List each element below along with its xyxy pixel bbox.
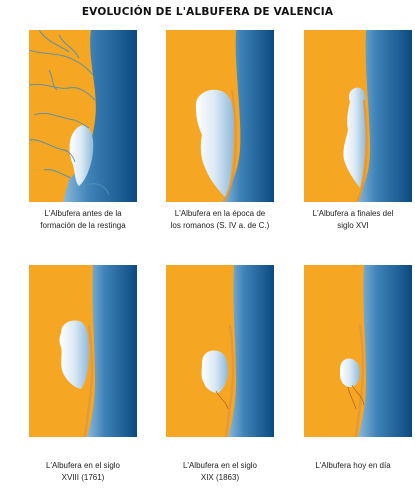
caption-4: L'Albufera en el siglo XVIII (1761) [21,460,145,484]
caption-3-line-1: L'Albufera a finales del [312,209,394,218]
map-before-restinga [29,30,137,202]
caption-1-line-2: formación de la restinga [40,221,126,230]
caption-5-line-1: L'Albufera en el siglo [182,461,258,470]
caption-2: L'Albufera en la época de los romanos (S… [158,208,282,232]
map-panel-5 [166,265,274,437]
sea-area [222,30,274,202]
map-panel-2 [166,30,274,202]
map-late-16th-century [304,30,412,202]
caption-4-line-1: L'Albufera en el siglo [45,461,121,470]
map-panel-3 [304,30,412,202]
caption-3-line-2: siglo XVI [337,221,369,230]
lagoon [343,87,366,188]
caption-5: L'Albufera en el siglo XIX (1863) [158,460,282,484]
caption-5-line-2: XIX (1863) [200,473,240,482]
map-present-day [304,265,412,437]
caption-2-line-1: L'Albufera en la época de [174,209,266,218]
canals [347,384,365,410]
river-network [29,30,96,179]
map-roman-era [166,30,274,202]
map-19th-century [166,265,274,437]
caption-4-line-2: XVIII (1761) [61,473,105,482]
sea-area [63,30,137,202]
sea-area [228,265,274,437]
sand-bar [83,324,94,437]
sea-area [356,30,412,202]
lagoon [201,350,228,393]
sea-area [358,265,412,437]
canal [215,390,229,410]
caption-2-line-2: los romanos (S. IV a. de C.) [170,221,270,230]
coastal-channel [78,183,110,196]
caption-6-line-1: L'Albufera hoy en día [315,461,391,470]
sand-bar [354,324,365,437]
caption-6: L'Albufera hoy en día [291,460,415,472]
sand-bar [223,89,237,202]
lagoon [195,89,234,198]
map-panel-4 [29,265,137,437]
map-panel-1 [29,30,137,202]
map-panel-6 [304,265,412,437]
map-18th-century [29,265,137,437]
caption-3: L'Albufera a finales del siglo XVI [291,208,415,232]
sea-area [87,265,137,437]
lagoon [59,320,89,389]
lagoon [340,358,360,387]
lagoon [69,125,94,186]
sand-bar [224,324,235,437]
caption-1: L'Albufera antes de la formación de la r… [21,208,145,232]
caption-1-line-1: L'Albufera antes de la [44,209,122,218]
sand-bar [356,99,368,202]
diagram-title: EVOLUCIÓN DE L'ALBUFERA DE VALENCIA [81,6,334,18]
